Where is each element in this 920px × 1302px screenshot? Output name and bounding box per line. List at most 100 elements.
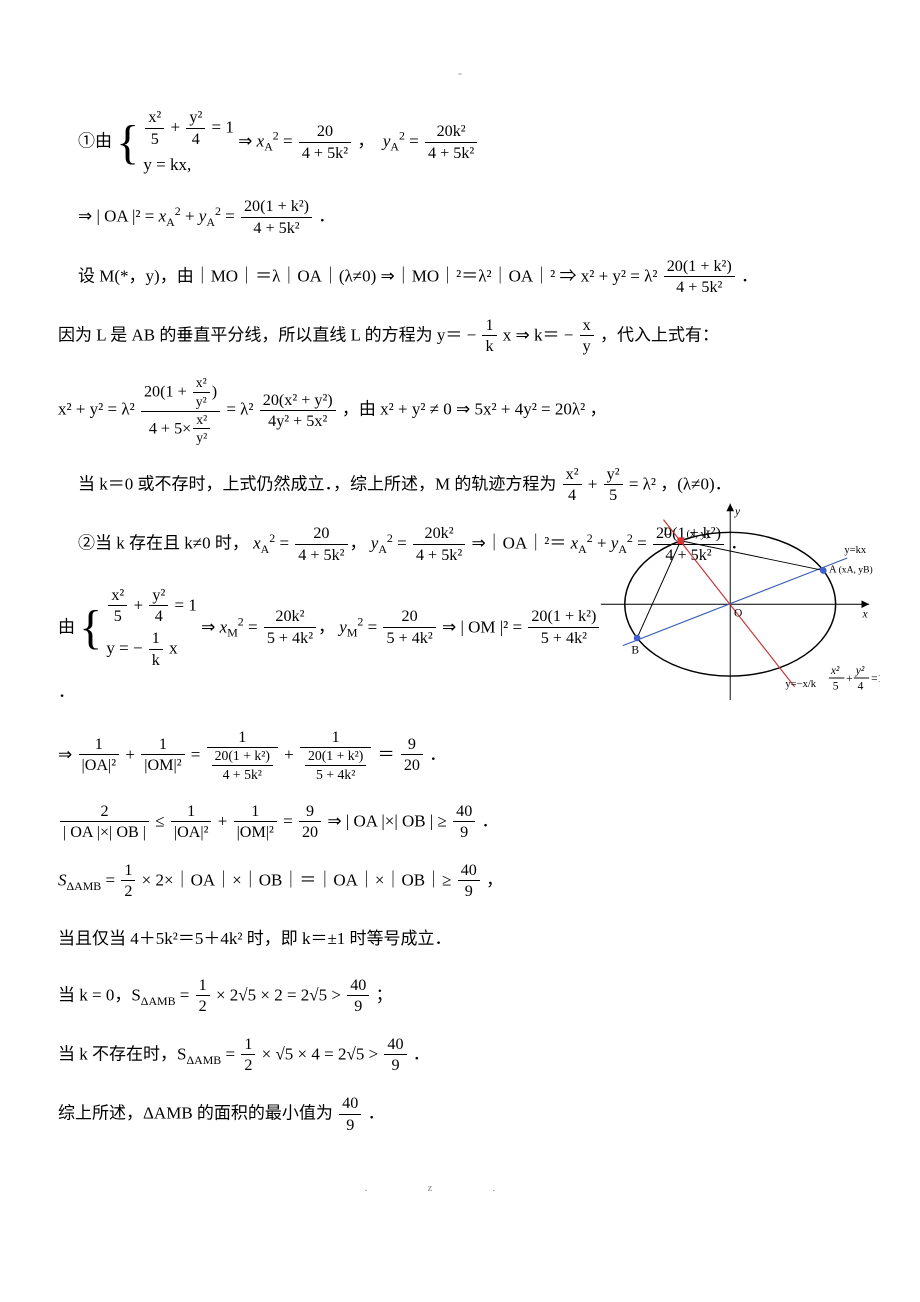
mid: ，由 bbox=[342, 400, 380, 419]
d: 4y² + 5x² bbox=[260, 411, 336, 432]
n: 20 bbox=[383, 607, 435, 627]
svg-text:y²: y² bbox=[855, 665, 865, 677]
sub: ΔAMB bbox=[186, 1053, 221, 1067]
text: 因为 L 是 AB 的垂直平分线，所以直线 L 的方程为 y＝ bbox=[58, 326, 467, 345]
sub: A bbox=[264, 140, 273, 154]
p: 4 + 5× bbox=[149, 420, 191, 437]
c: ) bbox=[212, 384, 217, 401]
d: | OA |×| OB | bbox=[60, 822, 149, 843]
brace-icon: { bbox=[116, 124, 139, 162]
text: 设 M(*，y)，由｜MO｜＝λ｜OA｜(λ≠0) ⇒｜MO｜²＝λ²｜OA｜² bbox=[78, 266, 555, 285]
text: 当 k＝0 或不存时，上式仍然成立．，综上所述，M 的轨迹方程为 bbox=[78, 475, 561, 494]
eq-line-3: 设 M(*，y)，由｜MO｜＝λ｜OA｜(λ≠0) ⇒｜MO｜²＝λ²｜OA｜²… bbox=[50, 257, 870, 298]
le: ≤ bbox=[155, 811, 169, 830]
frac-den: 4 + 5k² bbox=[241, 218, 312, 239]
frac-num: y² bbox=[186, 108, 205, 128]
d: 4 + 5k² bbox=[295, 545, 347, 566]
d: 5 + 4k² bbox=[528, 628, 599, 649]
d: |OA|² bbox=[79, 755, 120, 776]
period: ． bbox=[741, 266, 758, 285]
d: 20 bbox=[401, 755, 423, 776]
n: x² bbox=[108, 586, 127, 606]
n: 1 bbox=[196, 976, 210, 996]
d: 5 + 4k² bbox=[305, 766, 366, 784]
sub: A bbox=[390, 140, 399, 154]
n: 2 bbox=[60, 802, 149, 822]
end: ，代入上式有： bbox=[600, 326, 719, 345]
eq: = bbox=[283, 132, 297, 151]
plus: + bbox=[588, 475, 602, 494]
mid: × 2×｜OA｜×｜OB｜＝｜OA｜×｜OB｜≥ bbox=[142, 871, 456, 890]
d: 2 bbox=[196, 996, 210, 1017]
eq-rhs: = 1 bbox=[212, 118, 234, 137]
frac-num: 20(1 + k²) bbox=[241, 197, 312, 217]
svg-text:5: 5 bbox=[833, 680, 839, 692]
n: 20(1 + k²) bbox=[528, 607, 599, 627]
end: ． bbox=[482, 811, 499, 830]
frac-den: 5 bbox=[145, 129, 164, 150]
svg-text:y: y bbox=[734, 506, 741, 518]
d: 5 + 4k² bbox=[383, 628, 435, 649]
footer-right: z. bbox=[428, 1182, 556, 1194]
p: y = − bbox=[106, 639, 146, 658]
d: k bbox=[149, 650, 163, 671]
pre: ②当 k 存在且 k≠0 时， bbox=[78, 534, 249, 553]
sub: ΔAMB bbox=[67, 879, 102, 893]
eq-line-8-wrapper: 由 { x²5 + y²4 = 1 y = − 1k x ⇒ xM2 = 20k… bbox=[50, 584, 870, 710]
pre: 当 k 不存在时，S bbox=[58, 1045, 186, 1064]
n: 40 bbox=[453, 802, 475, 822]
eq-line-9: ⇒ 1|OA|² + 1|OM|² = 1 20(1 + k²)4 + 5k² … bbox=[50, 728, 618, 784]
eq: = bbox=[180, 985, 194, 1004]
end: ． bbox=[413, 1045, 430, 1064]
arrow: ⇒ bbox=[58, 745, 77, 764]
d: 9 bbox=[347, 996, 369, 1017]
n: 20(x² + y²) bbox=[260, 391, 336, 411]
d: 20(1 + k²)5 + 4k² bbox=[300, 748, 371, 783]
d: 2 bbox=[121, 881, 135, 902]
n: 20(1 + k²) bbox=[212, 748, 273, 765]
l1-prefix: ①由 bbox=[78, 132, 112, 151]
rhs: = 1 bbox=[175, 595, 197, 614]
n: 1 bbox=[79, 735, 120, 755]
eq-line-14: 当 k 不存在时，SΔAMB = 12 × √5 × 4 = 2√5 > 409… bbox=[50, 1035, 870, 1076]
svg-text:+: + bbox=[846, 673, 853, 685]
mid: ⇒ | OM |² = bbox=[442, 617, 526, 636]
mid: ⇒ | OA |×| OB | ≥ bbox=[327, 811, 451, 830]
mid: x ⇒ k＝ − bbox=[503, 326, 578, 345]
S: S bbox=[58, 871, 67, 890]
frac-num: x² bbox=[145, 108, 164, 128]
n: 20 bbox=[295, 524, 347, 544]
frac-den: 4 + 5k² bbox=[425, 143, 477, 164]
d: |OA|² bbox=[171, 822, 212, 843]
pre: 由 bbox=[58, 617, 75, 636]
svg-text:O: O bbox=[734, 607, 742, 619]
arrow: ⇒ bbox=[238, 132, 257, 151]
eq-line-15: 综上所述，ΔAMB 的面积的最小值为 409 ． bbox=[50, 1094, 870, 1135]
body: × 2√5 × 2 = 2√5 > bbox=[216, 985, 345, 1004]
n: 9 bbox=[401, 735, 423, 755]
end: ． bbox=[368, 1104, 385, 1123]
frac-den: 4 + 5k² bbox=[299, 143, 351, 164]
sub: ΔAMB bbox=[141, 994, 176, 1008]
end: ． bbox=[429, 745, 446, 764]
d: 5 + 4k² bbox=[264, 628, 316, 649]
n: 9 bbox=[299, 802, 321, 822]
frac-den: 4 + 5k² bbox=[664, 277, 735, 298]
eq-line-10: 2| OA |×| OB | ≤ 1|OA|² + 1|OM|² = 920 ⇒… bbox=[50, 802, 618, 843]
eq-line-4: 因为 L 是 AB 的垂直平分线，所以直线 L 的方程为 y＝ − 1k x ⇒… bbox=[50, 316, 870, 357]
frac-num: x bbox=[580, 316, 594, 336]
n: 20k² bbox=[413, 524, 465, 544]
d: 4 bbox=[149, 606, 168, 627]
frac-den: 4 + 5×x²y² bbox=[141, 412, 220, 447]
brace-content-1: x²5 + y²4 = 1 y = kx, bbox=[143, 106, 234, 179]
sup: 2 bbox=[399, 129, 405, 143]
svg-text:(xA, yB): (xA, yB) bbox=[839, 564, 873, 575]
d: 4 bbox=[563, 485, 582, 506]
n: 1 bbox=[241, 1035, 255, 1055]
n: 40 bbox=[384, 1035, 406, 1055]
n: y² bbox=[149, 586, 168, 606]
n: 1 bbox=[149, 629, 163, 649]
d: 20 bbox=[299, 822, 321, 843]
n: y² bbox=[604, 465, 623, 485]
end: ， bbox=[589, 400, 606, 419]
